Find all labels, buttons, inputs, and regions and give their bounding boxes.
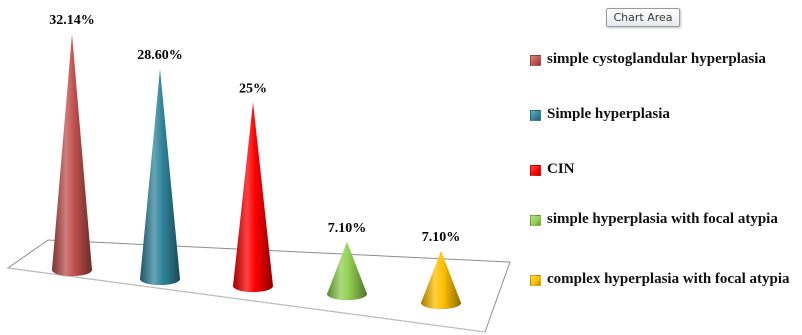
legend-item-4[interactable]: simple hyperplasia with focal atypia bbox=[530, 210, 802, 228]
legend-item-2[interactable]: Simple hyperplasia bbox=[530, 105, 802, 123]
legend-label-5: complex hyperplasia with focal atypia bbox=[547, 271, 790, 287]
cone-bar-1[interactable] bbox=[52, 33, 92, 276]
legend-swatch-1 bbox=[530, 55, 541, 66]
legend-item-1[interactable]: simple cystoglandular hyperplasia bbox=[530, 50, 802, 68]
chart-floor-edge bbox=[7, 267, 486, 333]
legend-label-3: CIN bbox=[547, 161, 575, 177]
legend-swatch-5 bbox=[530, 275, 541, 286]
legend-label-2: Simple hyperplasia bbox=[547, 106, 670, 122]
legend-item-3[interactable]: CIN bbox=[530, 160, 802, 178]
cone-bar-4[interactable] bbox=[327, 241, 367, 300]
cone-bar-3[interactable] bbox=[233, 102, 273, 292]
data-label-5: 7.10% bbox=[422, 230, 461, 245]
legend-swatch-3 bbox=[530, 165, 541, 176]
legend-label-4: simple hyperplasia with focal atypia bbox=[547, 211, 778, 227]
chart-series: 32.14% 28.60% 25% 7.10% 7.10% bbox=[49, 13, 461, 309]
legend-item-5[interactable]: complex hyperplasia with focal atypia bbox=[530, 270, 802, 288]
cone-bar-2[interactable] bbox=[140, 68, 180, 285]
data-label-2: 28.60% bbox=[137, 48, 183, 63]
legend-swatch-2 bbox=[530, 110, 541, 121]
data-label-1: 32.14% bbox=[49, 13, 95, 28]
chart-area-tooltip: Chart Area bbox=[606, 8, 680, 27]
data-label-3: 25% bbox=[239, 81, 267, 96]
legend-swatch-4 bbox=[530, 215, 541, 226]
legend-label-1: simple cystoglandular hyperplasia bbox=[547, 51, 766, 67]
data-label-4: 7.10% bbox=[328, 221, 367, 236]
cone-bar-5[interactable] bbox=[421, 250, 461, 309]
